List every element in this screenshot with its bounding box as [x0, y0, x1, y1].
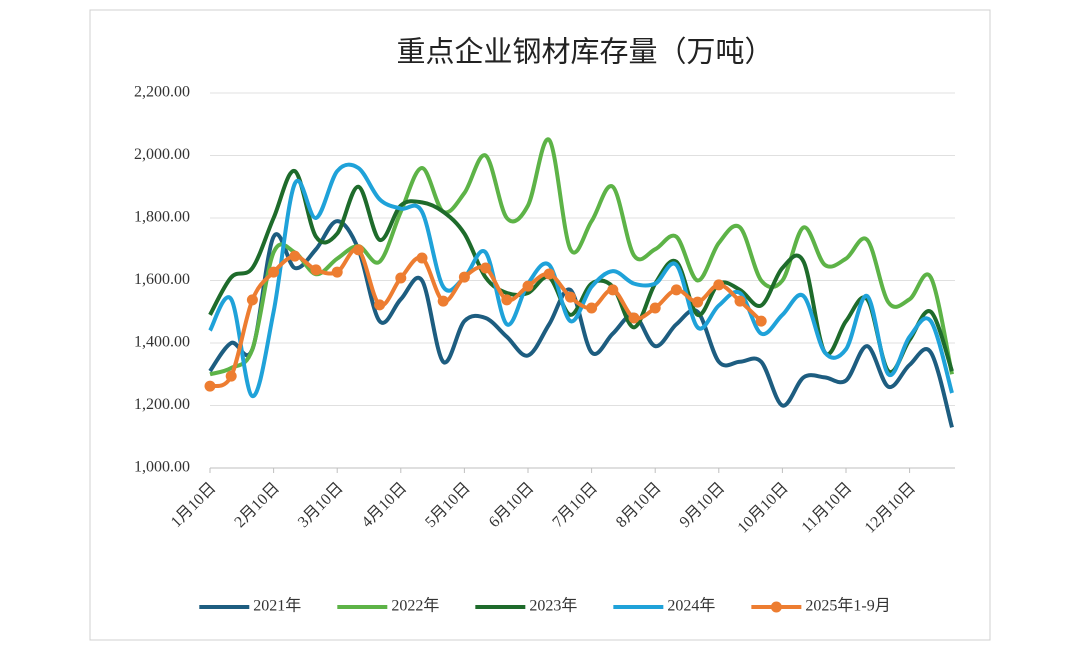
series-marker [713, 279, 725, 291]
series-marker [522, 280, 534, 292]
series-marker [374, 299, 386, 311]
series-marker [628, 312, 640, 324]
series-marker [649, 302, 661, 314]
y-tick-label: 1,800.00 [134, 209, 190, 226]
series-marker [204, 380, 216, 392]
series-marker [734, 295, 746, 307]
series-marker [310, 264, 322, 276]
series-marker [586, 302, 598, 314]
legend-marker [770, 601, 782, 613]
y-tick-label: 2,000.00 [134, 146, 190, 163]
series-line [208, 169, 954, 375]
legend-label: 2022年 [391, 597, 439, 615]
chart-title: 重点企业钢材库存量（万吨） [396, 36, 773, 69]
series-marker [458, 271, 470, 283]
y-tick-label: 2,200.00 [134, 84, 190, 101]
series-marker [416, 252, 428, 264]
series-marker [246, 294, 258, 306]
series-marker [289, 250, 301, 262]
y-tick-label: 1,200.00 [134, 396, 190, 413]
legend-label: 2021年 [253, 597, 301, 615]
series-marker [607, 284, 619, 296]
legend-label: 2025年1-9月 [805, 597, 890, 615]
series-marker [755, 315, 767, 327]
series-marker [331, 266, 343, 278]
legend: 2021年 2022年 2023年 2024年 2025年1-9月 [199, 597, 891, 615]
legend-label: 2023年 [529, 597, 577, 615]
series-line [209, 137, 954, 377]
series-marker [268, 266, 280, 278]
series-marker [225, 370, 237, 382]
series-marker [352, 244, 364, 256]
series-marker [543, 268, 555, 280]
series-marker [670, 284, 682, 296]
legend-label: 2024年 [667, 597, 715, 615]
series-marker [480, 262, 492, 274]
series-line [208, 162, 954, 399]
y-tick-label: 1,600.00 [134, 271, 190, 288]
series-marker [437, 295, 449, 307]
series-marker [395, 272, 407, 284]
series-marker [564, 291, 576, 303]
series-marker [501, 294, 513, 306]
series-marker [692, 296, 704, 308]
chart-frame [89, 9, 991, 641]
y-tick-label: 1,000.00 [134, 459, 190, 476]
y-tick-label: 1,400.00 [134, 334, 190, 351]
